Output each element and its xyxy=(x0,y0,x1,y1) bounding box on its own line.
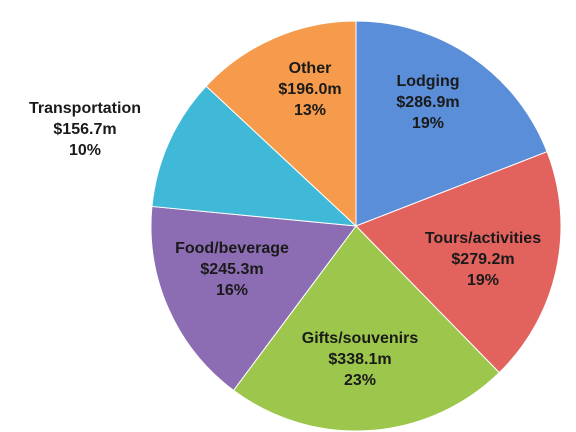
value-label: $338.1m xyxy=(328,351,391,368)
percent-label: 10% xyxy=(69,142,101,159)
slice-label: Other xyxy=(289,60,332,77)
value-label: $196.0m xyxy=(278,81,341,98)
percent-label: 16% xyxy=(216,282,248,299)
percent-label: 19% xyxy=(467,272,499,289)
slice-label: Gifts/souvenirs xyxy=(302,330,419,347)
pie-slice xyxy=(205,20,357,228)
slice-label: Lodging xyxy=(396,73,459,90)
slice-label: Food/beverage xyxy=(175,240,289,257)
pie-slice xyxy=(355,20,548,227)
value-label: $245.3m xyxy=(200,261,263,278)
pie-slice xyxy=(355,151,562,374)
value-label: $279.2m xyxy=(451,251,514,268)
value-label: $286.9m xyxy=(396,94,459,111)
pie-slice xyxy=(232,225,500,432)
percent-label: 19% xyxy=(412,115,444,132)
value-label: $156.7m xyxy=(53,121,116,138)
pie-slice xyxy=(150,205,357,392)
slice-label: Transportation xyxy=(29,100,141,117)
pie-slice xyxy=(151,85,358,227)
slice-label: Tours/activities xyxy=(425,230,541,247)
percent-label: 13% xyxy=(294,102,326,119)
percent-label: 23% xyxy=(344,372,376,389)
